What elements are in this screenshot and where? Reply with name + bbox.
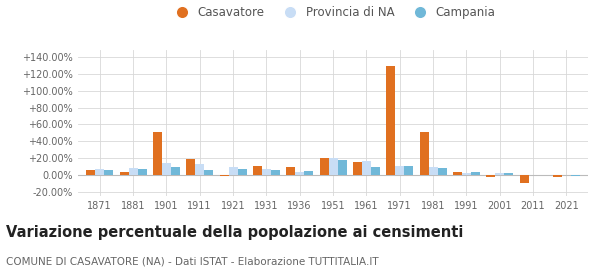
- Bar: [504, 173, 513, 175]
- Bar: [337, 160, 347, 175]
- Bar: [304, 171, 313, 175]
- Bar: [137, 169, 146, 175]
- Bar: [529, 174, 538, 175]
- Bar: [253, 166, 262, 175]
- Bar: [404, 166, 413, 175]
- Bar: [204, 170, 213, 175]
- Bar: [220, 175, 229, 176]
- Bar: [95, 169, 104, 175]
- Bar: [353, 162, 362, 175]
- Bar: [419, 132, 428, 175]
- Bar: [104, 170, 113, 175]
- Bar: [195, 164, 204, 175]
- Bar: [286, 167, 295, 175]
- Bar: [86, 170, 95, 175]
- Bar: [495, 173, 504, 175]
- Bar: [119, 172, 128, 175]
- Legend: Casavatore, Provincia di NA, Campania: Casavatore, Provincia di NA, Campania: [166, 1, 500, 24]
- Bar: [186, 159, 195, 175]
- Bar: [395, 166, 404, 175]
- Bar: [371, 167, 380, 175]
- Bar: [571, 175, 580, 176]
- Bar: [238, 169, 247, 175]
- Bar: [520, 175, 529, 183]
- Bar: [262, 169, 271, 175]
- Bar: [320, 158, 329, 175]
- Bar: [486, 175, 495, 177]
- Bar: [428, 167, 437, 175]
- Bar: [462, 173, 471, 175]
- Text: COMUNE DI CASAVATORE (NA) - Dati ISTAT - Elaborazione TUTTITALIA.IT: COMUNE DI CASAVATORE (NA) - Dati ISTAT -…: [6, 256, 379, 266]
- Bar: [295, 172, 304, 175]
- Bar: [329, 158, 337, 175]
- Bar: [437, 168, 446, 175]
- Bar: [229, 167, 238, 175]
- Text: Variazione percentuale della popolazione ai censimenti: Variazione percentuale della popolazione…: [6, 225, 463, 241]
- Bar: [128, 168, 137, 175]
- Bar: [153, 132, 162, 175]
- Bar: [362, 161, 371, 175]
- Bar: [162, 163, 171, 175]
- Bar: [453, 172, 462, 175]
- Bar: [271, 170, 280, 175]
- Bar: [471, 172, 480, 175]
- Bar: [553, 175, 562, 177]
- Bar: [171, 167, 180, 175]
- Bar: [386, 66, 395, 175]
